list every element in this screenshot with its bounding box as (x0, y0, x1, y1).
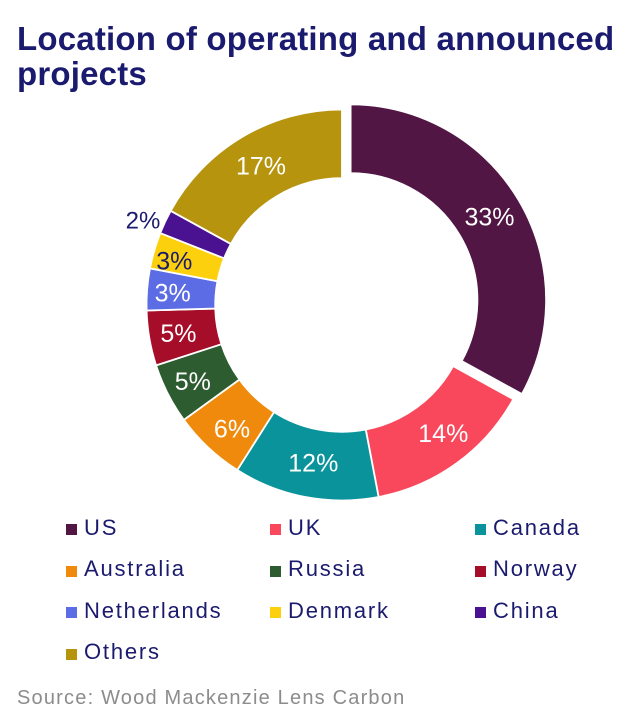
svg-text:14%: 14% (418, 420, 468, 448)
svg-text:3%: 3% (155, 280, 191, 308)
svg-text:5%: 5% (160, 320, 196, 348)
svg-text:33%: 33% (464, 204, 514, 232)
svg-text:2%: 2% (126, 208, 161, 235)
svg-text:3%: 3% (156, 248, 192, 276)
svg-text:12%: 12% (288, 450, 338, 478)
svg-text:6%: 6% (214, 416, 250, 444)
svg-text:17%: 17% (236, 152, 286, 180)
svg-text:5%: 5% (175, 368, 211, 396)
